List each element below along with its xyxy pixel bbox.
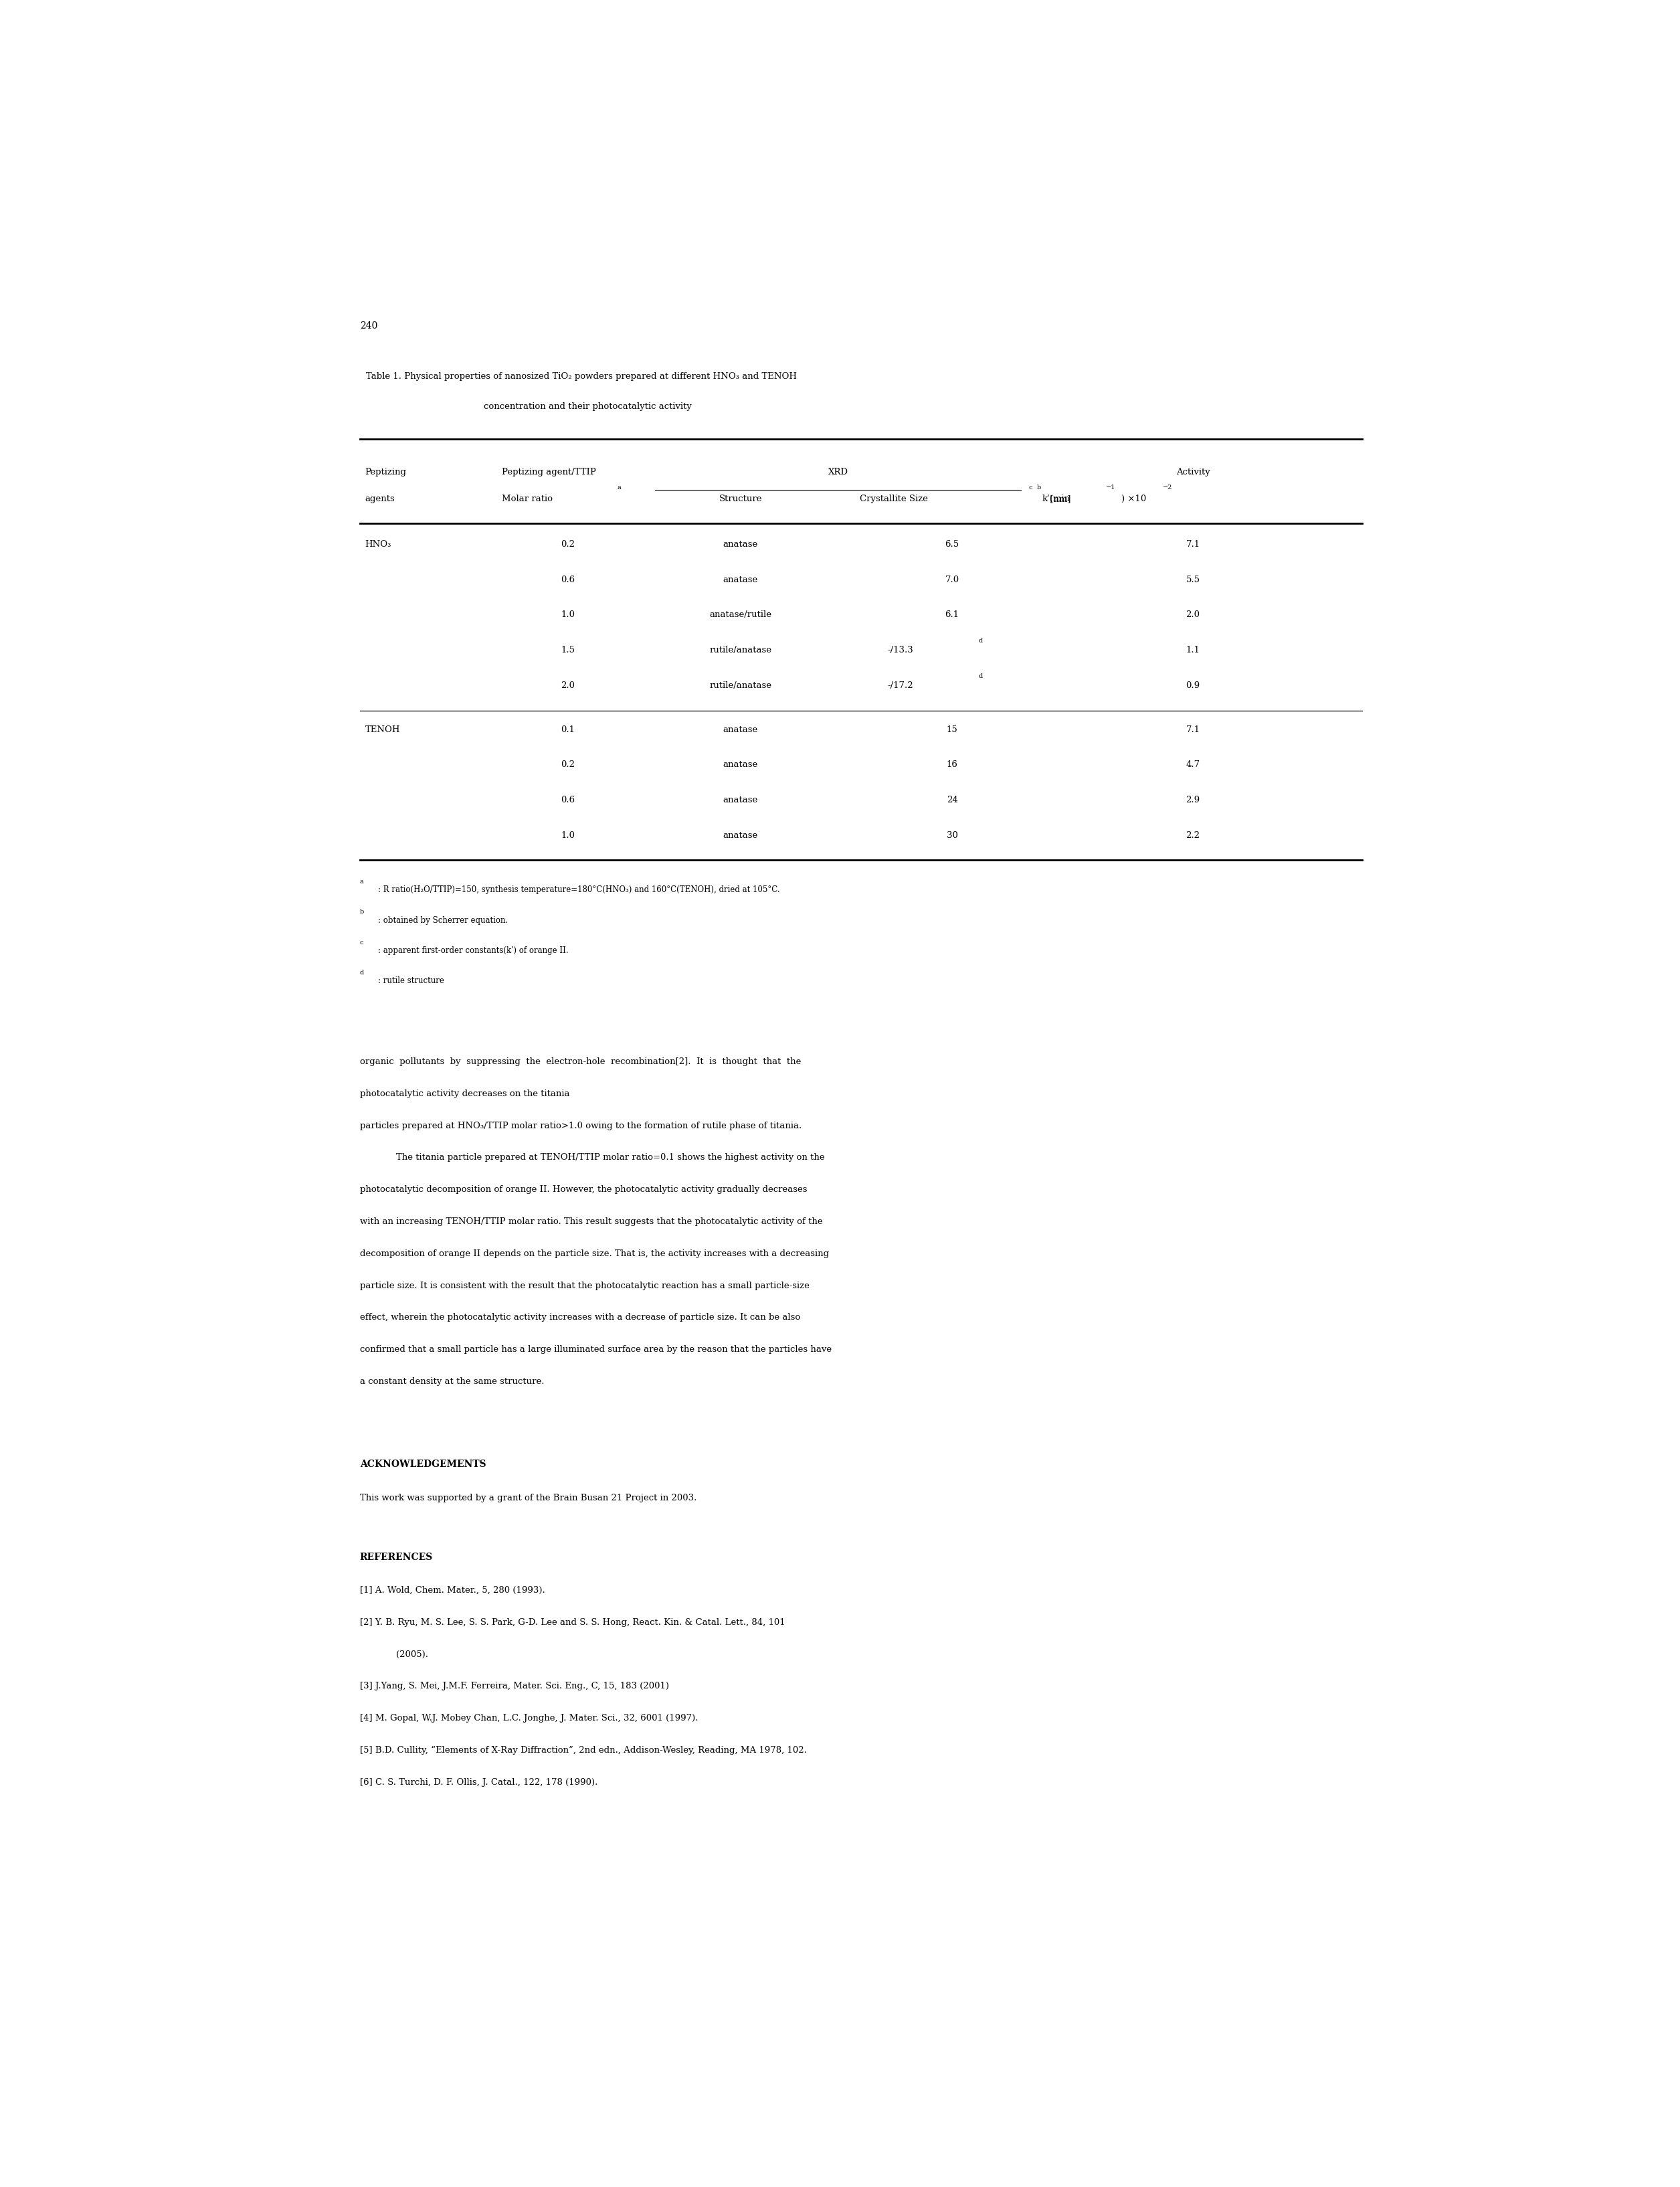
Text: a: a (618, 486, 622, 490)
Text: anatase: anatase (722, 726, 758, 735)
Text: [6] C. S. Turchi, D. F. Ollis, J. Catal., 122, 178 (1990).: [6] C. S. Turchi, D. F. Ollis, J. Catal.… (360, 1778, 598, 1787)
Text: 1.0: 1.0 (561, 610, 575, 619)
Text: : apparent first-order constants(kʹ) of orange II.: : apparent first-order constants(kʹ) of … (378, 947, 568, 956)
Text: -/13.3: -/13.3 (887, 645, 912, 654)
Text: anatase: anatase (722, 575, 758, 584)
Text: : R ratio(H₂O/TTIP)=150, synthesis temperature=180°C(HNO₃) and 160°C(TENOH), dri: : R ratio(H₂O/TTIP)=150, synthesis tempe… (378, 886, 780, 894)
Text: Table 1. Physical properties of nanosized TiO₂ powders prepared at different HNO: Table 1. Physical properties of nanosize… (366, 372, 796, 381)
Text: 1.5: 1.5 (561, 645, 575, 654)
Text: 1.1: 1.1 (1186, 645, 1200, 654)
Text: effect, wherein the photocatalytic activity increases with a decrease of particl: effect, wherein the photocatalytic activ… (360, 1312, 800, 1321)
Text: 15: 15 (946, 726, 958, 735)
Text: This work was supported by a grant of the Brain Busan 21 Project in 2003.: This work was supported by a grant of th… (360, 1494, 697, 1502)
Text: (2005).: (2005). (396, 1649, 428, 1658)
Text: particle size. It is consistent with the result that the photocatalytic reaction: particle size. It is consistent with the… (360, 1282, 810, 1290)
Text: rutile/anatase: rutile/anatase (709, 682, 771, 691)
Text: Crystallite Size: Crystallite Size (860, 494, 927, 503)
Text: Peptizing: Peptizing (365, 468, 407, 477)
Text: d: d (978, 674, 983, 678)
Text: Activity: Activity (1176, 468, 1210, 477)
Text: anatase: anatase (722, 761, 758, 770)
Text: anatase: anatase (722, 796, 758, 805)
Text: 5.5: 5.5 (1186, 575, 1200, 584)
Text: anatase: anatase (722, 540, 758, 549)
Text: -/17.2: -/17.2 (887, 682, 912, 691)
Text: 0.9: 0.9 (1186, 682, 1200, 691)
Text: 2.9: 2.9 (1186, 796, 1200, 805)
Text: d: d (978, 639, 983, 643)
Text: c: c (360, 940, 363, 945)
Text: particles prepared at HNO₃/TTIP molar ratio>1.0 owing to the formation of rutile: particles prepared at HNO₃/TTIP molar ra… (360, 1122, 801, 1131)
Text: 2.2: 2.2 (1186, 831, 1200, 840)
Text: 0.6: 0.6 (561, 796, 575, 805)
Text: 16: 16 (946, 761, 958, 770)
Text: 2.0: 2.0 (1186, 610, 1200, 619)
Text: 4.7: 4.7 (1186, 761, 1200, 770)
Text: d: d (360, 969, 365, 975)
Text: 7.0: 7.0 (946, 575, 959, 584)
Text: The titania particle prepared at TENOH/TTIP molar ratio=0.1 shows the highest ac: The titania particle prepared at TENOH/T… (396, 1153, 825, 1161)
Text: ACKNOWLEDGEMENTS: ACKNOWLEDGEMENTS (360, 1459, 486, 1470)
Text: b: b (360, 910, 365, 914)
Text: concentration and their photocatalytic activity: concentration and their photocatalytic a… (484, 402, 692, 411)
Text: [5] B.D. Cullity, “Elements of X-Ray Diffraction”, 2nd edn., Addison-Wesley, Rea: [5] B.D. Cullity, “Elements of X-Ray Dif… (360, 1745, 806, 1754)
Text: anatase: anatase (722, 831, 758, 840)
Text: −2: −2 (1163, 486, 1173, 490)
Text: photocatalytic activity decreases on the titania: photocatalytic activity decreases on the… (360, 1089, 570, 1098)
Text: b: b (1037, 486, 1042, 490)
Text: agents: agents (365, 494, 395, 503)
Text: [2] Y. B. Ryu, M. S. Lee, S. S. Park, G-D. Lee and S. S. Hong, React. Kin. & Cat: [2] Y. B. Ryu, M. S. Lee, S. S. Park, G-… (360, 1618, 785, 1627)
Text: Molar ratio: Molar ratio (502, 494, 553, 503)
Text: 30: 30 (946, 831, 958, 840)
Text: HNO₃: HNO₃ (365, 540, 391, 549)
Text: 7.1: 7.1 (1186, 540, 1200, 549)
Text: TENOH: TENOH (365, 726, 400, 735)
Text: Structure: Structure (719, 494, 763, 503)
Text: a constant density at the same structure.: a constant density at the same structure… (360, 1378, 544, 1387)
Text: [4] M. Gopal, W.J. Mobey Chan, L.C. Jonghe, J. Mater. Sci., 32, 6001 (1997).: [4] M. Gopal, W.J. Mobey Chan, L.C. Jong… (360, 1715, 697, 1723)
Text: Peptizing agent/TTIP: Peptizing agent/TTIP (502, 468, 596, 477)
Text: photocatalytic decomposition of orange II. However, the photocatalytic activity : photocatalytic decomposition of orange I… (360, 1185, 806, 1194)
Text: 6.5: 6.5 (946, 540, 959, 549)
Text: 240: 240 (360, 321, 378, 330)
Text: 0.2: 0.2 (561, 761, 575, 770)
Text: 0.1: 0.1 (561, 726, 575, 735)
Text: [1] A. Wold, Chem. Mater., 5, 280 (1993).: [1] A. Wold, Chem. Mater., 5, 280 (1993)… (360, 1586, 544, 1594)
Text: kʹ(min: kʹ(min (1042, 494, 1070, 503)
Text: −1: −1 (1105, 486, 1116, 490)
Text: REFERENCES: REFERENCES (360, 1553, 433, 1562)
Text: : obtained by Scherrer equation.: : obtained by Scherrer equation. (378, 916, 507, 925)
Text: a: a (360, 879, 363, 886)
Text: 1.0: 1.0 (561, 831, 575, 840)
Text: decomposition of orange II depends on the particle size. That is, the activity i: decomposition of orange II depends on th… (360, 1249, 828, 1258)
Text: 0.6: 0.6 (561, 575, 575, 584)
Text: with an increasing TENOH/TTIP molar ratio. This result suggests that the photoca: with an increasing TENOH/TTIP molar rati… (360, 1218, 823, 1227)
Text: XRD: XRD (828, 468, 848, 477)
Text: 2.0: 2.0 (561, 682, 575, 691)
Text: anatase/rutile: anatase/rutile (709, 610, 771, 619)
Text: [3] J.Yang, S. Mei, J.M.F. Ferreira, Mater. Sci. Eng., C, 15, 183 (2001): [3] J.Yang, S. Mei, J.M.F. Ferreira, Mat… (360, 1682, 669, 1691)
Text: organic  pollutants  by  suppressing  the  electron-hole  recombination[2].  It : organic pollutants by suppressing the el… (360, 1056, 801, 1065)
Text: rutile/anatase: rutile/anatase (709, 645, 771, 654)
Text: confirmed that a small particle has a large illuminated surface area by the reas: confirmed that a small particle has a la… (360, 1345, 832, 1354)
Text: 24: 24 (946, 796, 958, 805)
Text: 0.2: 0.2 (561, 540, 575, 549)
Text: 7.1: 7.1 (1186, 726, 1200, 735)
Text: ) ×10: ) ×10 (1122, 494, 1146, 503)
Text: c: c (1028, 486, 1033, 490)
Text: [nm]: [nm] (1047, 494, 1070, 503)
Text: 6.1: 6.1 (946, 610, 959, 619)
Text: : rutile structure: : rutile structure (378, 975, 444, 984)
